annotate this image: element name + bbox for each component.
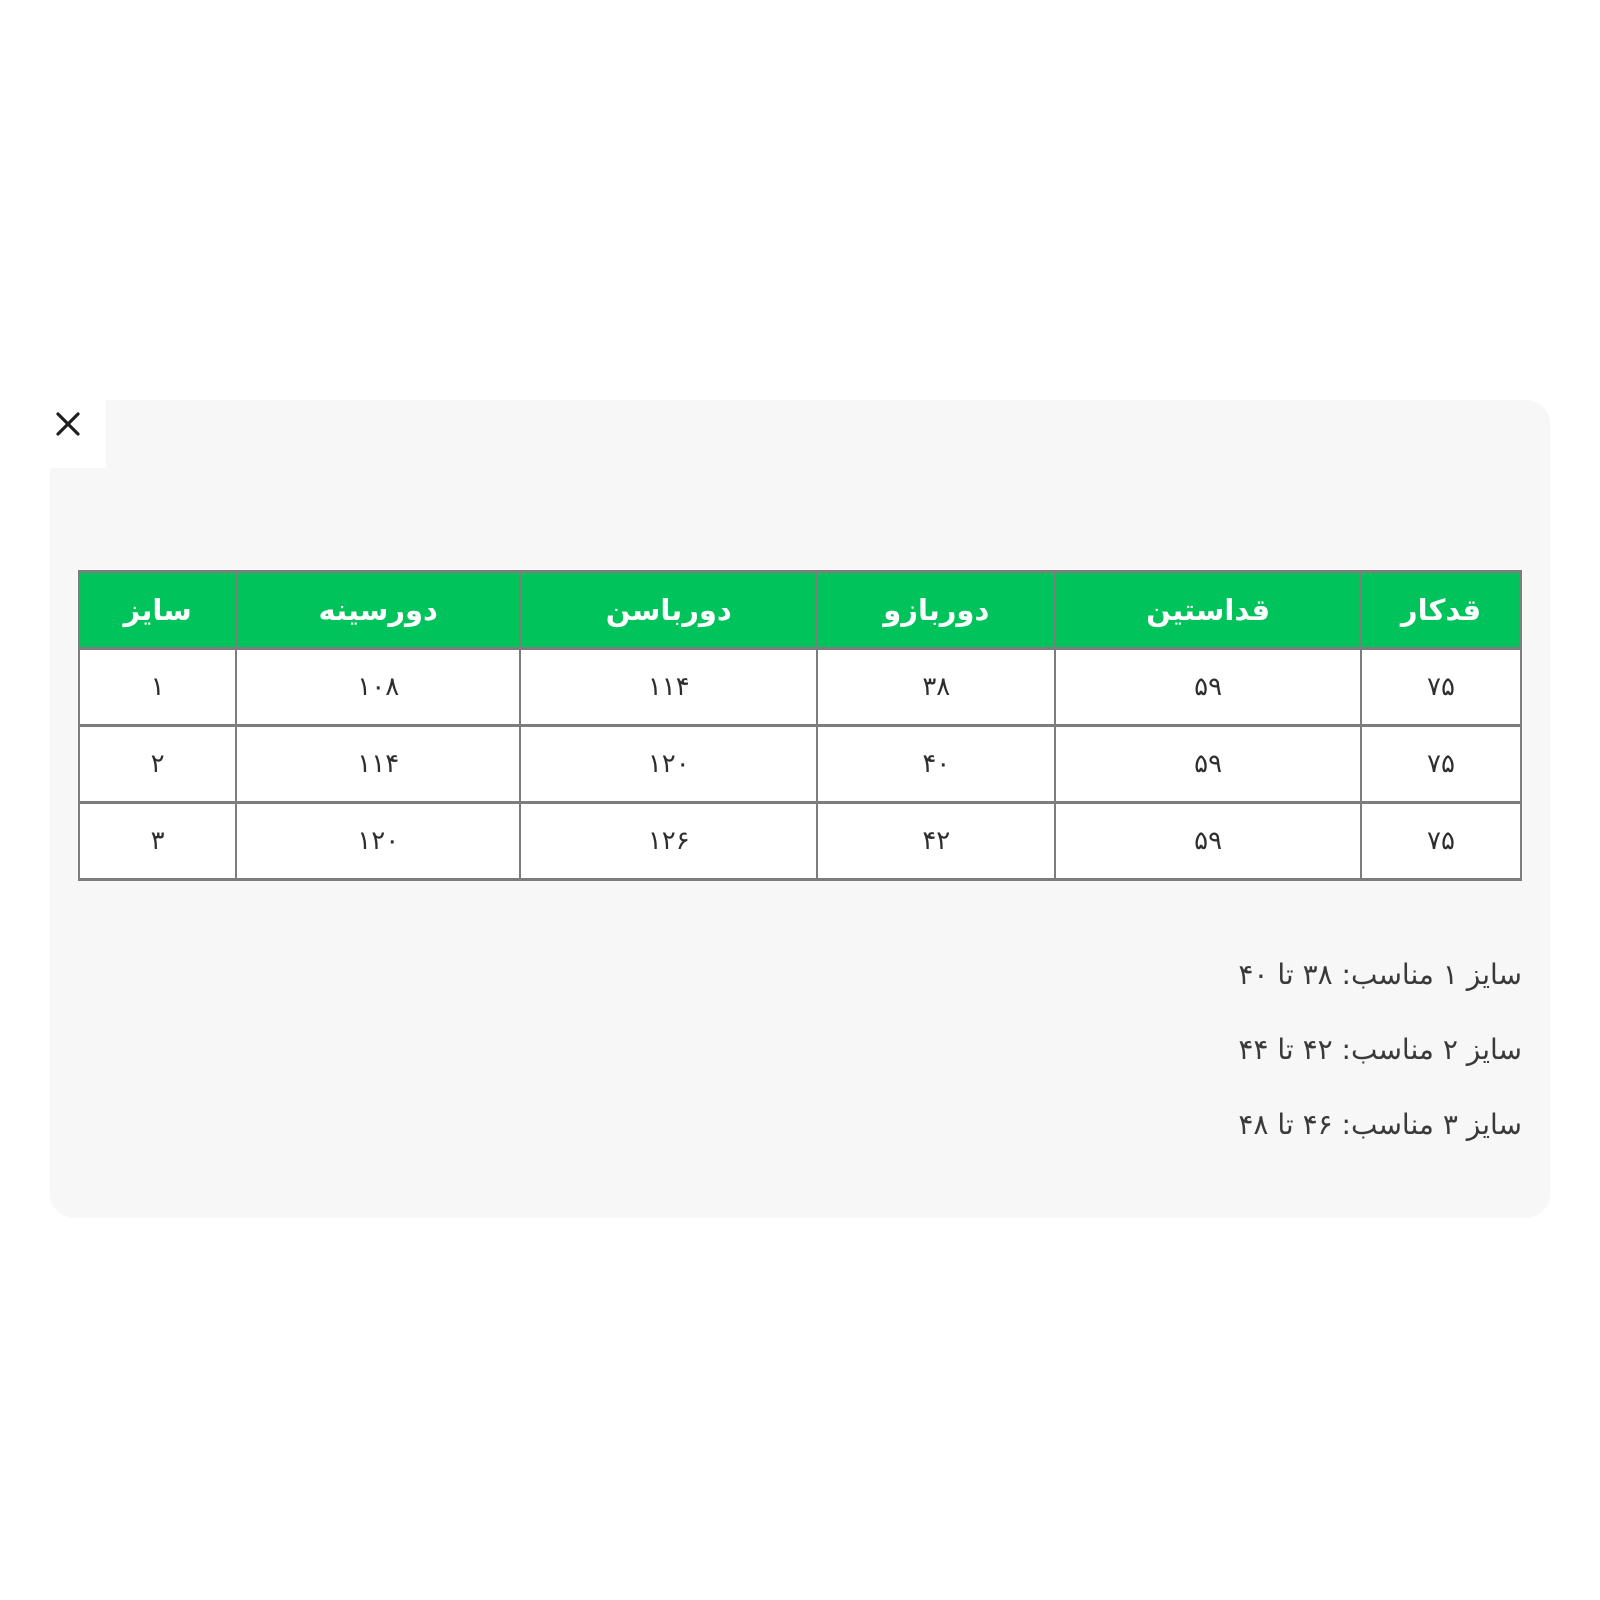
close-icon [56, 412, 80, 436]
cell-total-length: ۷۵ [1359, 724, 1523, 804]
cell-arm-circumference: ۳۸ [816, 647, 1057, 727]
column-header-arm-circumference: دوربازو [816, 570, 1057, 650]
column-header-hip-circumference: دورباسن [519, 570, 819, 650]
cell-hip-circumference: ۱۲۶ [519, 801, 819, 881]
size-1-fit-note: سایز ۱ مناسب: ۳۸ تا ۴۰ [1238, 958, 1522, 991]
column-header-total-length: قدکار [1359, 570, 1523, 650]
cell-hip-circumference: ۱۲۰ [519, 724, 819, 804]
cell-total-length: ۷۵ [1359, 647, 1523, 727]
cell-arm-circumference: ۴۲ [816, 801, 1057, 881]
cell-hip-circumference: ۱۱۴ [519, 647, 819, 727]
table-row: ۷۵ ۵۹ ۴۰ ۱۲۰ ۱۱۴ ۲ [77, 724, 1523, 804]
cell-sleeve-length: ۵۹ [1054, 724, 1362, 804]
column-header-sleeve-length: قداستین [1054, 570, 1362, 650]
close-button[interactable] [46, 402, 90, 446]
cell-size: ۱ [77, 647, 238, 727]
close-button-notch [50, 400, 106, 468]
table-header-row: قدکار قداستین دوربازو دورباسن دورسینه سا… [77, 570, 1523, 650]
table-row: ۷۵ ۵۹ ۳۸ ۱۱۴ ۱۰۸ ۱ [77, 647, 1523, 727]
cell-sleeve-length: ۵۹ [1054, 647, 1362, 727]
cell-bust-circumference: ۱۰۸ [235, 647, 522, 727]
size-fit-notes: سایز ۱ مناسب: ۳۸ تا ۴۰ سایز ۲ مناسب: ۴۲ … [78, 956, 1522, 1181]
cell-size: ۲ [77, 724, 238, 804]
cell-bust-circumference: ۱۲۰ [235, 801, 522, 881]
size-2-fit-note: سایز ۲ مناسب: ۴۲ تا ۴۴ [1238, 1033, 1522, 1066]
cell-bust-circumference: ۱۱۴ [235, 724, 522, 804]
table-row: ۷۵ ۵۹ ۴۲ ۱۲۶ ۱۲۰ ۳ [77, 801, 1523, 881]
size-guide-modal: مدل نارتا کد ۱۹۵۲ قدکار قداستین دوربازو … [50, 400, 1550, 1218]
size-table: قدکار قداستین دوربازو دورباسن دورسینه سا… [77, 570, 1523, 881]
cell-total-length: ۷۵ [1359, 801, 1523, 881]
cell-arm-circumference: ۴۰ [816, 724, 1057, 804]
column-header-size: سایز [77, 570, 238, 650]
size-table-container: قدکار قداستین دوربازو دورباسن دورسینه سا… [77, 570, 1523, 881]
cell-size: ۳ [77, 801, 238, 881]
cell-sleeve-length: ۵۹ [1054, 801, 1362, 881]
column-header-bust-circumference: دورسینه [235, 570, 522, 650]
size-3-fit-note: سایز ۳ مناسب: ۴۶ تا ۴۸ [1238, 1108, 1522, 1141]
